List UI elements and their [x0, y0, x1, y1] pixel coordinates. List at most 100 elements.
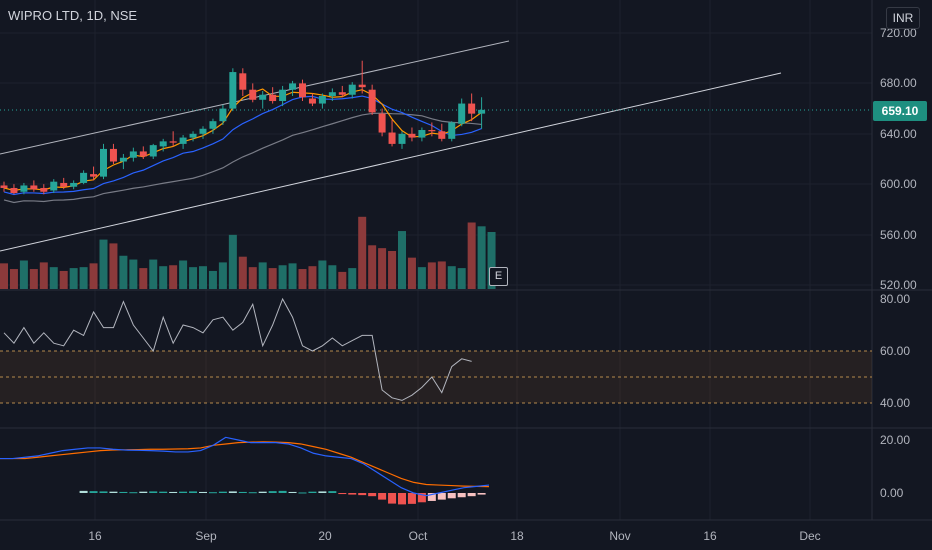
volume-bar [159, 266, 168, 289]
volume-bar [427, 262, 436, 289]
candle-body [209, 121, 217, 129]
candle-body [50, 181, 58, 191]
price-axis-label: 600.00 [880, 177, 917, 191]
rsi-axis-label: 40.00 [880, 396, 910, 410]
volume-bar [0, 263, 8, 289]
volume-bar [49, 267, 58, 289]
volume-bar [477, 226, 486, 289]
candle-body [368, 89, 376, 113]
volume-bar [258, 262, 267, 289]
candle-body [299, 83, 306, 98]
candle-body [408, 133, 416, 138]
candle-body [40, 187, 48, 192]
macd-histogram-bar [467, 493, 476, 497]
macd-histogram-bar [278, 490, 287, 493]
volume-bar [79, 267, 88, 289]
volume-bar [378, 248, 387, 289]
ma-fast-line [3, 88, 482, 192]
candle-body [100, 148, 107, 177]
volume-bar [109, 243, 118, 289]
price-axis-label: 680.00 [880, 76, 917, 90]
macd-histogram-bar [477, 493, 486, 495]
candle-body [338, 92, 346, 95]
volume-bar [189, 267, 198, 289]
volume-bar [129, 259, 138, 289]
volume-bar [288, 263, 297, 289]
candle-body [308, 98, 316, 104]
candle-body [60, 182, 68, 187]
candle-body [119, 157, 127, 162]
macd-histogram-bar [318, 491, 327, 493]
ma-slow-line [3, 95, 482, 196]
price-axis-label: 720.00 [880, 26, 917, 40]
candle-body [478, 109, 486, 114]
candle-body [189, 133, 197, 138]
volume-bar [59, 270, 68, 289]
macd-histogram-bar [338, 493, 347, 495]
price-axis-label: 560.00 [880, 228, 917, 242]
time-axis-label: Oct [409, 529, 428, 543]
volume-bar [248, 267, 257, 289]
symbol-title[interactable]: WIPRO LTD, 1D, NSE [8, 8, 138, 23]
macd-histogram-bar [368, 493, 377, 497]
macd-histogram-bar [358, 493, 367, 496]
volume-bars [0, 216, 496, 289]
candle-body [318, 96, 326, 104]
candle-body [229, 72, 237, 109]
macd-histogram-bar [238, 491, 247, 493]
currency-button[interactable]: INR [886, 7, 920, 29]
volume-bar [29, 269, 38, 289]
volume-bar [338, 271, 347, 289]
grid-lines [0, 0, 932, 521]
macd-histogram-bar [328, 491, 337, 493]
earnings-badge[interactable]: E [489, 267, 508, 286]
time-axis-label: Sep [195, 529, 217, 543]
time-axis-label: 18 [510, 529, 524, 543]
macd-histogram-bar [179, 491, 188, 493]
macd-histogram-bar [199, 491, 207, 493]
macd-histogram-bar [268, 491, 277, 493]
channel-lower-line [0, 72, 782, 252]
candle-body [70, 182, 78, 187]
candle-body [149, 145, 157, 157]
ma-long-line [3, 112, 482, 204]
macd-histogram-bar [169, 491, 178, 493]
macd-histogram-bar [208, 492, 217, 494]
time-axis-label: Dec [799, 529, 820, 543]
volume-bar [407, 257, 416, 289]
candle-body [20, 185, 28, 192]
macd-histogram-bar [159, 491, 168, 493]
rsi-axis-label: 60.00 [880, 344, 910, 358]
candle-body [159, 141, 167, 147]
candle-body [30, 185, 38, 190]
volume-bar [169, 265, 178, 289]
candle-body [90, 174, 98, 177]
trend-channel[interactable] [0, 40, 872, 252]
volume-bar [437, 261, 446, 289]
volume-bar [39, 262, 48, 289]
macd-histogram-bar [129, 492, 138, 494]
macd-histogram-bar [288, 491, 297, 493]
volume-bar [228, 234, 237, 289]
candle-body [378, 113, 386, 133]
macd-axis-label: 0.00 [880, 486, 904, 500]
time-axis-label: 20 [318, 529, 332, 543]
volume-bar [467, 222, 476, 289]
candle-body [199, 128, 207, 134]
rsi-pane [0, 297, 872, 404]
volume-bar [348, 268, 357, 289]
candle-body [458, 103, 466, 124]
rsi-band [0, 351, 872, 403]
volume-bar [388, 251, 397, 289]
macd-histogram-bar [437, 493, 446, 500]
volume-bar [318, 260, 327, 289]
candle-body [109, 148, 117, 162]
macd-histogram-bar [388, 493, 397, 504]
volume-bar [457, 268, 466, 289]
candle-body [428, 130, 436, 132]
macd-histogram-bar [417, 493, 426, 503]
candle-body [388, 132, 396, 144]
candle-body [139, 151, 147, 157]
volume-bar [358, 216, 367, 289]
